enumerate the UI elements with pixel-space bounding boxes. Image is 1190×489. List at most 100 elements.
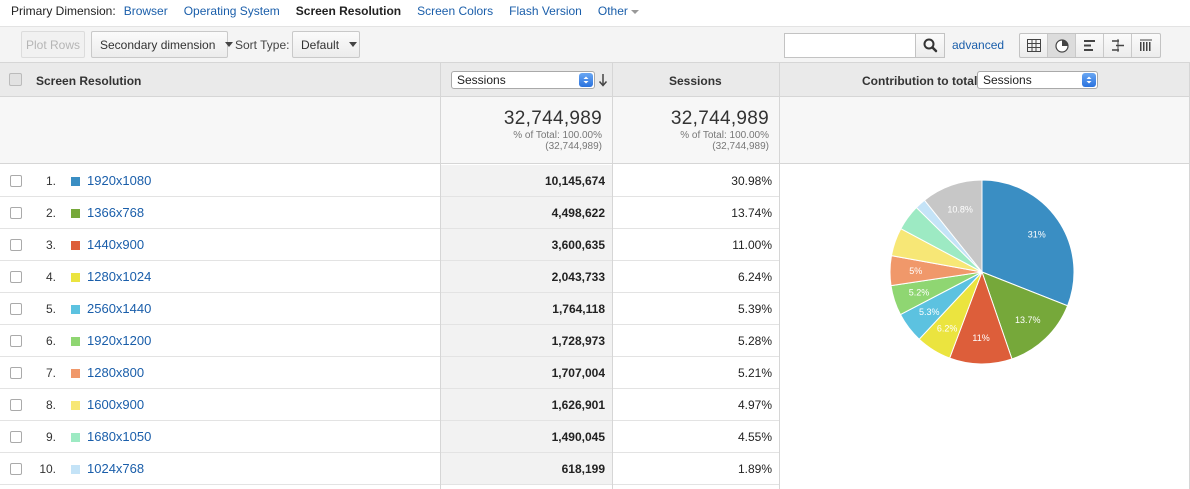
row-color-swatch — [71, 401, 80, 410]
row-checkbox[interactable] — [10, 399, 22, 411]
row-sessions-cell: 2,043,733 — [441, 261, 612, 292]
row-sessions: 2,043,733 — [551, 270, 605, 284]
table-row: 8. 1600x900 1,626,901 4.97% — [0, 389, 780, 421]
metric-select[interactable]: Sessions — [451, 71, 595, 89]
row-checkbox[interactable] — [10, 367, 22, 379]
row-resolution-link[interactable]: 1366x768 — [87, 205, 145, 220]
pie-slice-label: 6.2% — [937, 323, 958, 333]
row-resolution-link[interactable]: 2560x1440 — [87, 301, 152, 316]
row-checkbox[interactable] — [10, 335, 22, 347]
pie-slice-label: 5.3% — [919, 307, 940, 317]
row-resolution-link[interactable]: 1680x1050 — [87, 429, 152, 444]
sort-type-dropdown[interactable]: Default — [292, 31, 360, 58]
bar-view-button[interactable] — [1076, 34, 1104, 57]
row-color-swatch — [71, 241, 80, 250]
select-arrows-icon — [1082, 73, 1096, 87]
sessions-total: 32,744,989 % of Total: 100.00% (32,744,9… — [612, 108, 769, 152]
chevron-down-icon — [630, 9, 639, 14]
row-color-swatch — [71, 177, 80, 186]
dimension-operating-system[interactable]: Operating System — [183, 4, 280, 18]
dimension-flash-version[interactable]: Flash Version — [509, 4, 582, 18]
table-row: 2. 1366x768 4,498,622 13.74% — [0, 197, 780, 229]
row-pct: 1.89% — [737, 462, 772, 476]
comparison-view-button[interactable] — [1104, 34, 1132, 57]
row-sessions: 618,199 — [561, 462, 605, 476]
row-pct: 4.97% — [737, 398, 772, 412]
table-row: 5. 2560x1440 1,764,118 5.39% — [0, 293, 780, 325]
sort-type-value: Default — [301, 37, 340, 52]
advanced-filter-link[interactable]: advanced — [952, 38, 1005, 52]
column-divider — [779, 62, 780, 489]
dimension-screen-colors[interactable]: Screen Colors — [417, 4, 494, 18]
row-sessions-cell: 10,145,674 — [441, 165, 612, 196]
row-sessions-cell: 3,600,635 — [441, 229, 612, 260]
row-resolution-link[interactable]: 1280x1024 — [87, 269, 152, 284]
pie-slice[interactable] — [923, 179, 983, 274]
row-resolution-link[interactable]: 1920x1080 — [87, 173, 152, 188]
contribution-select[interactable]: Sessions — [977, 71, 1098, 89]
row-checkbox[interactable] — [10, 271, 22, 283]
pie-slice-label: 13.7% — [1015, 315, 1041, 325]
row-checkbox[interactable] — [10, 239, 22, 251]
row-rank: 9. — [45, 430, 56, 444]
table-toolbar: Plot Rows Secondary dimension Sort Type:… — [0, 26, 1190, 62]
data-table-icon — [1026, 39, 1041, 52]
table-row: 4. 1280x1024 2,043,733 6.24% — [0, 261, 780, 293]
row-checkbox[interactable] — [10, 431, 22, 443]
dimension-other[interactable]: Other — [598, 4, 639, 18]
row-rank: 5. — [45, 302, 56, 316]
row-rank: 1. — [45, 174, 56, 188]
row-checkbox[interactable] — [10, 207, 22, 219]
row-pct: 30.98% — [731, 174, 772, 188]
data-table-view-button[interactable] — [1020, 34, 1048, 57]
row-checkbox[interactable] — [10, 303, 22, 315]
row-sessions-cell: 1,490,045 — [441, 421, 612, 452]
dimension-screen-resolution[interactable]: Screen Resolution — [295, 4, 402, 18]
row-checkbox[interactable] — [10, 463, 22, 475]
row-sessions: 3,600,635 — [551, 238, 605, 252]
row-sessions: 1,707,004 — [551, 366, 605, 380]
row-checkbox[interactable] — [10, 175, 22, 187]
pie-slice-label: 10.8% — [947, 205, 973, 215]
row-color-swatch — [71, 465, 80, 474]
row-sessions: 1,626,901 — [551, 398, 605, 412]
sort-descending-icon[interactable] — [598, 73, 608, 87]
table-row: 3. 1440x900 3,600,635 11.00% — [0, 229, 780, 261]
row-sessions-cell: 1,707,004 — [441, 357, 612, 388]
search-input[interactable] — [785, 34, 916, 57]
term-cloud-view-button[interactable] — [1132, 34, 1160, 57]
select-all-checkbox[interactable] — [9, 73, 22, 86]
column-divider — [440, 62, 441, 489]
row-rank: 3. — [45, 238, 56, 252]
pie-slice[interactable] — [981, 271, 1069, 360]
pie-slice-label: 5% — [909, 266, 922, 276]
metric-total-pct: % of Total: 100.00% — [513, 130, 602, 141]
pie-slice-label: 31% — [1028, 230, 1046, 240]
row-resolution-link[interactable]: 1600x900 — [87, 397, 145, 412]
row-sessions: 1,764,118 — [552, 302, 605, 316]
row-color-swatch — [71, 305, 80, 314]
table-row: 10. 1024x768 618,199 1.89% — [0, 453, 780, 485]
dimension-column-header[interactable]: Screen Resolution — [36, 74, 142, 88]
row-sessions-cell: 1,728,973 — [441, 325, 612, 356]
pie-slice[interactable] — [981, 179, 1075, 307]
row-resolution-link[interactable]: 1280x800 — [87, 365, 145, 380]
dimension-browser[interactable]: Browser — [123, 4, 168, 18]
sessions-total-abs: (32,744,989) — [712, 141, 769, 152]
primary-dimension-bar: Primary Dimension: Browser Operating Sys… — [0, 0, 1190, 22]
metric-total-abs: (32,744,989) — [545, 141, 602, 152]
row-resolution-link[interactable]: 1440x900 — [87, 237, 145, 252]
bar-chart-icon — [1083, 40, 1095, 51]
chevron-down-icon — [225, 42, 234, 47]
row-resolution-link[interactable]: 1024x768 — [87, 461, 145, 476]
comparison-icon — [1111, 39, 1124, 52]
table-search — [784, 33, 945, 58]
pie-view-button[interactable] — [1048, 34, 1076, 57]
row-sessions-cell: 1,626,901 — [441, 389, 612, 420]
sessions-column-header[interactable]: Sessions — [669, 74, 722, 88]
secondary-dimension-button[interactable]: Secondary dimension — [91, 31, 234, 58]
row-resolution-link[interactable]: 1920x1200 — [87, 333, 152, 348]
search-button[interactable] — [915, 34, 944, 57]
plot-rows-button[interactable]: Plot Rows — [21, 31, 85, 58]
term-cloud-icon — [1140, 39, 1152, 51]
